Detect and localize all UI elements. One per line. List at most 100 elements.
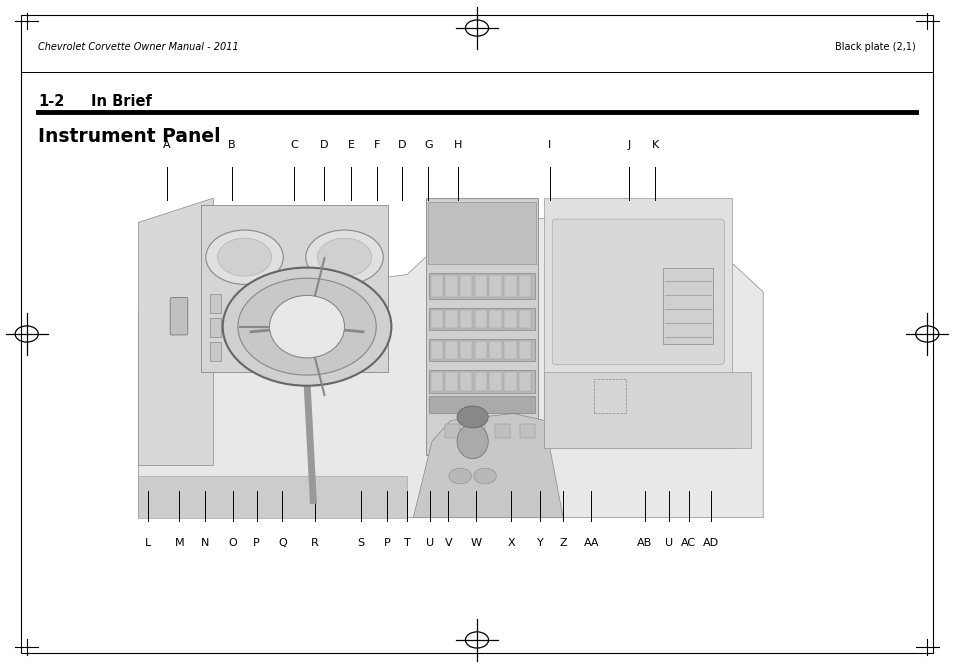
Text: Y: Y <box>536 538 543 548</box>
Bar <box>489 372 501 391</box>
Text: Z: Z <box>558 538 566 548</box>
Polygon shape <box>138 198 213 466</box>
Bar <box>428 339 535 361</box>
FancyBboxPatch shape <box>552 219 723 365</box>
Bar <box>459 309 472 328</box>
Text: U: U <box>426 538 434 548</box>
Bar <box>445 275 457 297</box>
Circle shape <box>456 406 488 428</box>
Bar <box>210 318 221 337</box>
Text: R: R <box>311 538 318 548</box>
Text: Chevrolet Corvette Owner Manual - 2011: Chevrolet Corvette Owner Manual - 2011 <box>38 42 238 51</box>
Bar <box>428 370 535 393</box>
Bar <box>430 309 442 328</box>
Text: K: K <box>651 140 659 150</box>
Bar <box>489 309 501 328</box>
Text: C: C <box>290 140 297 150</box>
Text: X: X <box>507 538 515 548</box>
Bar <box>494 424 510 438</box>
Text: S: S <box>356 538 364 548</box>
Bar <box>445 372 457 391</box>
FancyBboxPatch shape <box>170 297 188 335</box>
Bar <box>138 170 762 518</box>
Text: W: W <box>470 538 481 548</box>
Polygon shape <box>138 476 407 518</box>
Bar <box>210 294 221 313</box>
Bar <box>662 268 713 344</box>
Text: D: D <box>397 140 405 150</box>
Text: AD: AD <box>702 538 718 548</box>
Bar <box>519 424 535 438</box>
Text: J: J <box>626 140 630 150</box>
Bar <box>430 372 442 391</box>
Bar <box>544 372 750 448</box>
Bar <box>444 424 459 438</box>
Text: I: I <box>547 140 551 150</box>
Text: F: F <box>374 140 379 150</box>
Ellipse shape <box>456 424 488 459</box>
Bar <box>475 309 487 328</box>
Bar <box>428 396 535 413</box>
Bar <box>544 198 731 448</box>
Bar <box>425 198 537 455</box>
Text: AC: AC <box>680 538 696 548</box>
Bar <box>475 372 487 391</box>
Bar <box>445 309 457 328</box>
Circle shape <box>294 296 332 323</box>
Bar <box>427 202 536 264</box>
Bar <box>503 275 516 297</box>
Text: AA: AA <box>583 538 598 548</box>
Bar <box>200 205 388 372</box>
Bar <box>445 341 457 359</box>
Circle shape <box>256 296 294 323</box>
Text: H: H <box>454 140 461 150</box>
Bar <box>594 379 625 413</box>
Bar <box>475 341 487 359</box>
Text: O: O <box>228 538 237 548</box>
Polygon shape <box>413 413 562 518</box>
Text: P: P <box>383 538 391 548</box>
Text: Black plate (2,1): Black plate (2,1) <box>834 42 915 51</box>
Bar <box>518 341 531 359</box>
Bar <box>503 372 516 391</box>
Polygon shape <box>138 198 762 518</box>
Text: V: V <box>444 538 452 548</box>
Text: G: G <box>423 140 433 150</box>
Text: U: U <box>664 538 672 548</box>
Bar <box>518 372 531 391</box>
Circle shape <box>237 278 375 375</box>
Circle shape <box>306 230 383 285</box>
Circle shape <box>288 314 325 339</box>
Text: M: M <box>174 538 184 548</box>
Text: P: P <box>253 538 260 548</box>
Bar <box>430 341 442 359</box>
Circle shape <box>449 468 471 484</box>
Text: T: T <box>403 538 411 548</box>
Text: A: A <box>163 140 171 150</box>
Bar <box>428 307 535 330</box>
Text: Instrument Panel: Instrument Panel <box>38 128 220 146</box>
Bar <box>469 424 485 438</box>
Bar <box>503 341 516 359</box>
Circle shape <box>474 468 496 484</box>
Text: In Brief: In Brief <box>91 94 152 109</box>
Text: Q: Q <box>277 538 287 548</box>
Text: N: N <box>201 538 209 548</box>
Circle shape <box>317 238 372 276</box>
Bar <box>518 275 531 297</box>
Circle shape <box>206 230 283 285</box>
Bar <box>518 309 531 328</box>
Circle shape <box>217 238 272 276</box>
Text: AB: AB <box>637 538 652 548</box>
Bar <box>430 275 442 297</box>
Ellipse shape <box>270 295 344 358</box>
Bar <box>489 341 501 359</box>
Bar <box>489 275 501 297</box>
Text: E: E <box>347 140 355 150</box>
Bar <box>459 372 472 391</box>
Bar <box>428 273 535 299</box>
Bar <box>459 341 472 359</box>
Bar <box>503 309 516 328</box>
Text: L: L <box>145 538 151 548</box>
Text: 1-2: 1-2 <box>38 94 65 109</box>
